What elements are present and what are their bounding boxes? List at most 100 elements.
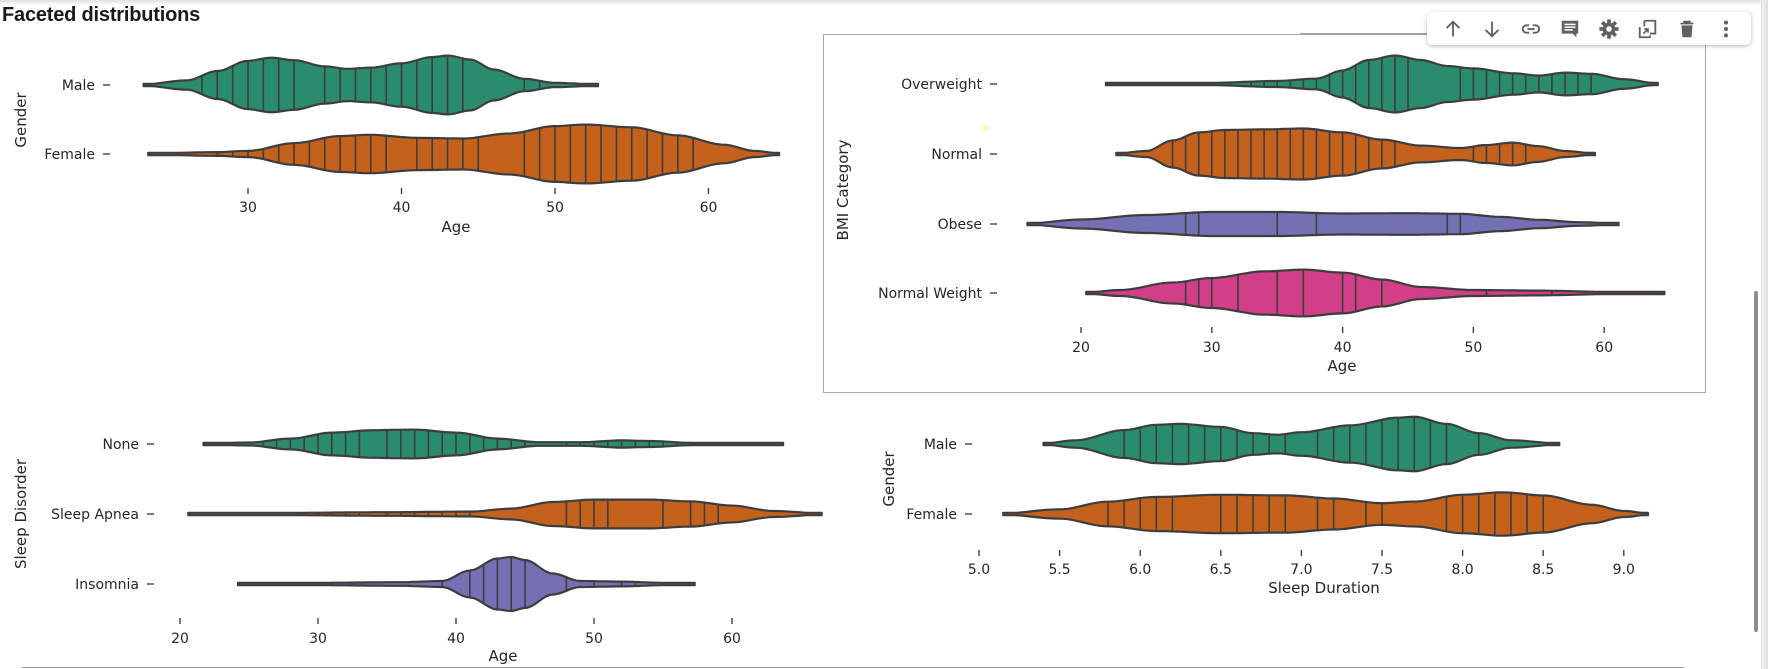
violin-female [1002, 491, 1650, 537]
category-label: Overweight [901, 77, 982, 93]
x-tick-label: 30 [1203, 340, 1221, 356]
cell-toolbar [1427, 12, 1751, 45]
x-axis-label: Sleep Duration [1268, 579, 1380, 597]
x-tick-label: 40 [447, 631, 465, 647]
x-axis-label: Age [1327, 357, 1356, 375]
violin-outline [1002, 491, 1650, 537]
violin-body [1003, 492, 1648, 536]
move-down-button[interactable] [1477, 15, 1507, 43]
category-label: Male [924, 437, 957, 453]
violin-normal-weight [1085, 268, 1666, 318]
violin-outline [1042, 415, 1561, 473]
x-tick-label: 60 [723, 631, 741, 647]
y-axis-label: BMI Category [834, 139, 852, 240]
mirror-button[interactable] [1633, 15, 1663, 43]
arrow-up-icon [1445, 19, 1460, 36]
violin-outline [1115, 127, 1597, 181]
x-tick-label: 8.5 [1532, 562, 1554, 578]
more-vert-icon [1723, 20, 1728, 37]
vertical-scrollbar[interactable] [1754, 291, 1758, 632]
x-tick-label: 50 [585, 631, 603, 647]
right-gutter [1761, 0, 1768, 669]
header-divider [1300, 33, 1430, 34]
gear-icon [1598, 18, 1619, 39]
trash-icon [1680, 20, 1693, 37]
y-axis-label: Gender [880, 451, 898, 507]
category-label: Female [44, 147, 95, 163]
x-tick-label: 6.0 [1129, 562, 1151, 578]
violin-outline [1026, 210, 1620, 238]
category-label: Male [62, 78, 95, 94]
violin-obese [1026, 210, 1620, 238]
violin-female [147, 123, 781, 185]
x-tick-label: 20 [171, 631, 189, 647]
y-axis-label: Sleep Disorder [12, 458, 30, 569]
violin-outline [1085, 268, 1666, 318]
violin-male [142, 54, 600, 116]
move-up-button[interactable] [1438, 15, 1468, 43]
link-button[interactable] [1516, 15, 1546, 43]
violin-male [1042, 415, 1561, 473]
x-tick-label: 60 [1595, 340, 1613, 356]
y-axis-label: Gender [12, 92, 30, 148]
violin-outline [147, 123, 781, 185]
violin-overweight [1104, 54, 1659, 114]
violin-body [1086, 269, 1665, 317]
comment-button[interactable] [1555, 15, 1585, 43]
panel-age-by-gender: Gender Male Female 30 40 50 60 Age [12, 54, 781, 236]
page-title: Faceted distributions [2, 4, 201, 26]
category-label: Female [906, 507, 957, 523]
panel-age-by-bmi: BMI Category Overweight Normal Obese Normal … [823, 34, 1706, 393]
violin-insomnia [236, 555, 696, 613]
violin-sleep-apnea [187, 498, 823, 530]
x-tick-label: 5.0 [968, 562, 990, 578]
comment-icon [1561, 20, 1578, 37]
cursor-dot [982, 125, 988, 131]
x-tick-label: 7.0 [1290, 562, 1312, 578]
category-label: Insomnia [75, 577, 139, 593]
x-tick-label: 5.5 [1048, 562, 1070, 578]
panel-frame [823, 34, 1706, 393]
x-tick-label: 30 [309, 631, 327, 647]
x-tick-label: 50 [1464, 340, 1482, 356]
violin-outline [202, 428, 785, 460]
violin-none [202, 428, 785, 460]
violin-body [1027, 212, 1619, 236]
violin-normal [1115, 127, 1597, 181]
x-tick-label: 50 [546, 200, 564, 216]
x-tick-label: 20 [1072, 340, 1090, 356]
x-tick-label: 7.5 [1371, 562, 1393, 578]
x-tick-label: 6.5 [1210, 562, 1232, 578]
x-axis-label: Age [488, 647, 517, 665]
settings-button[interactable] [1594, 15, 1624, 43]
more-options-button[interactable] [1711, 15, 1741, 43]
violin-outline [236, 555, 696, 613]
panel-sleep-duration-by-gender: Gender Male Female 5.0 5.5 6.0 6.5 7.0 7.5 8.0 8.5… [880, 415, 1650, 597]
category-label: Sleep Apnea [51, 507, 139, 523]
category-label: Obese [938, 217, 982, 233]
violin-body [1043, 416, 1560, 472]
violin-outline [1104, 54, 1659, 114]
x-tick-label: 40 [1334, 340, 1352, 356]
panel-age-by-sleep-disorder: Sleep Disorder None Sleep Apnea Insomnia 20 3… [12, 428, 823, 665]
violin-body [203, 429, 784, 459]
link-icon [1521, 23, 1540, 34]
category-label: Normal [931, 147, 982, 163]
x-axis-label: Age [441, 218, 470, 236]
violin-outline [142, 54, 600, 116]
category-label: None [102, 437, 139, 453]
delete-button[interactable] [1672, 15, 1702, 43]
violin-body [238, 557, 695, 611]
x-tick-label: 60 [700, 200, 718, 216]
top-shadow [0, 0, 1768, 5]
x-tick-label: 40 [393, 200, 411, 216]
x-tick-label: 30 [239, 200, 257, 216]
category-label: Normal Weight [878, 286, 982, 302]
x-tick-label: 9.0 [1613, 562, 1635, 578]
violin-outline [187, 498, 823, 530]
arrow-down-icon [1484, 21, 1499, 38]
x-tick-label: 8.0 [1451, 562, 1473, 578]
violin-body [188, 499, 822, 529]
mirror-cell-icon [1638, 19, 1656, 38]
